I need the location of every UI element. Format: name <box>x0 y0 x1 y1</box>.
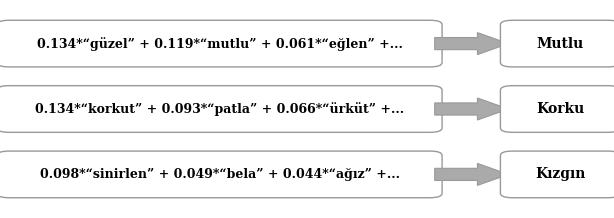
Text: Kızgın: Kızgın <box>535 167 586 181</box>
Polygon shape <box>435 98 508 120</box>
Text: 0.098*“sinirlen” + 0.049*“bela” + 0.044*“ağız” +...: 0.098*“sinirlen” + 0.049*“bela” + 0.044*… <box>39 168 400 181</box>
FancyBboxPatch shape <box>500 151 614 198</box>
Text: Korku: Korku <box>536 102 585 116</box>
FancyBboxPatch shape <box>0 86 442 132</box>
Text: 0.134*“güzel” + 0.119*“mutlu” + 0.061*“eğlen” +...: 0.134*“güzel” + 0.119*“mutlu” + 0.061*“e… <box>37 37 402 51</box>
FancyBboxPatch shape <box>0 20 442 67</box>
Text: 0.134*“korkut” + 0.093*“patla” + 0.066*“ürküt” +...: 0.134*“korkut” + 0.093*“patla” + 0.066*“… <box>35 102 404 116</box>
FancyBboxPatch shape <box>500 20 614 67</box>
FancyBboxPatch shape <box>0 151 442 198</box>
Polygon shape <box>435 33 508 54</box>
Polygon shape <box>435 164 508 185</box>
Text: Mutlu: Mutlu <box>537 37 584 51</box>
FancyBboxPatch shape <box>500 86 614 132</box>
